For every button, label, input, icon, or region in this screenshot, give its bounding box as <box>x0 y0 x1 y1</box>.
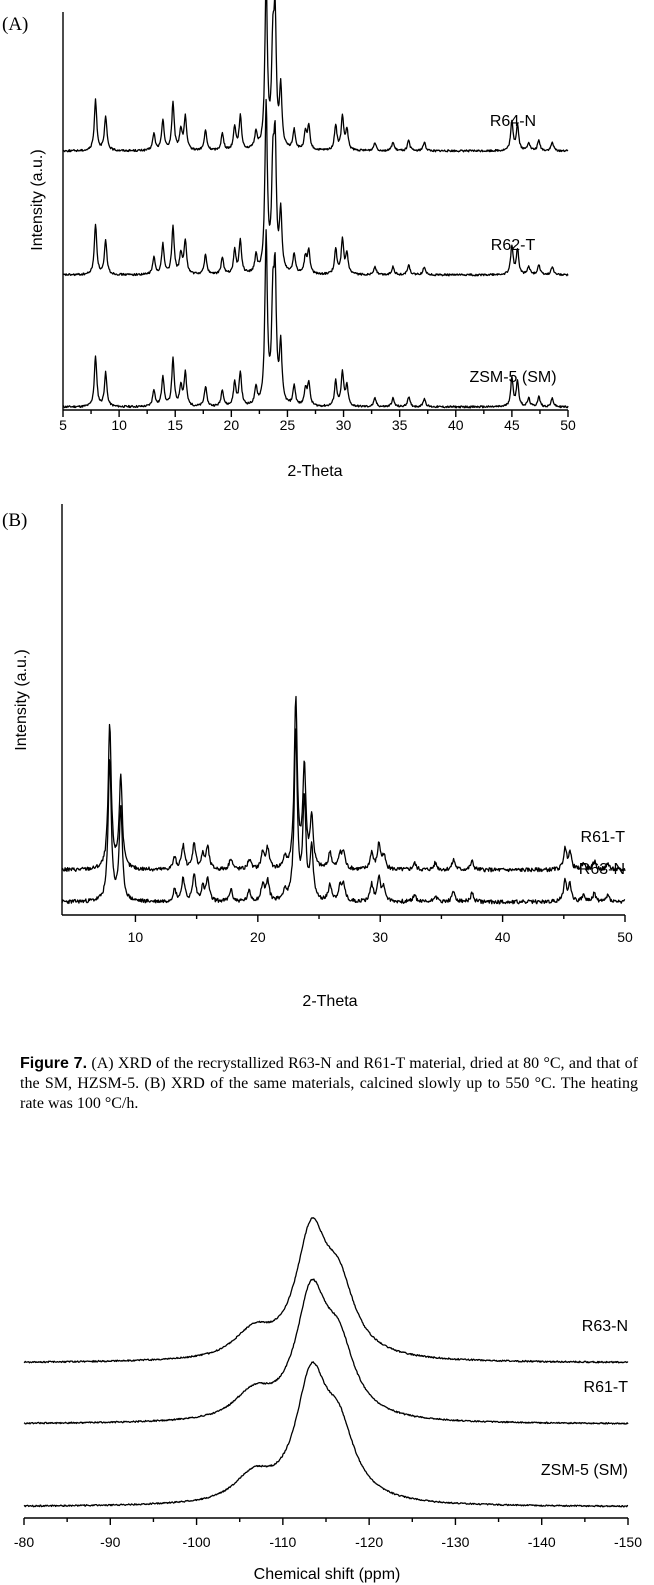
y-axis-label: Intensity (a.u.) <box>29 149 46 250</box>
figure-label: Figure 7. <box>20 1055 88 1072</box>
x-tick-label: 20 <box>224 417 240 433</box>
series-label: ZSM-5 (SM) <box>541 1462 628 1479</box>
x-tick-label: 35 <box>392 417 408 433</box>
x-tick-label: 5 <box>59 417 67 433</box>
x-tick-label: 10 <box>111 417 127 433</box>
x-tick-label: 30 <box>372 929 388 945</box>
series-label: R63-N <box>579 861 625 878</box>
figure-caption: Figure 7. (A) XRD of the recrystallized … <box>20 1054 638 1114</box>
x-tick-label: -100 <box>183 1534 211 1550</box>
traces <box>62 0 569 409</box>
series-label: R61-T <box>581 829 626 846</box>
x-tick-label: 15 <box>167 417 183 433</box>
series-trace <box>23 1278 629 1425</box>
axes <box>62 12 568 411</box>
x-tick-label: -150 <box>614 1534 642 1550</box>
series-label: R64-N <box>490 113 536 130</box>
x-tick-label: 50 <box>617 929 633 945</box>
x-tick-label: -80 <box>14 1534 34 1550</box>
series-label: R61-T <box>584 1379 629 1396</box>
series-trace <box>62 98 569 277</box>
x-tick-label: -130 <box>441 1534 469 1550</box>
x-tick-label: -120 <box>355 1534 383 1550</box>
series-labels: ZSM-5 (SM) R61-T R63-N <box>541 1318 628 1479</box>
series-trace <box>23 1217 629 1364</box>
traces <box>61 695 626 905</box>
x-tick-label: 45 <box>504 417 520 433</box>
series-label: R63-N <box>582 1318 628 1335</box>
x-tick-label: 50 <box>560 417 576 433</box>
x-tick-label: 30 <box>336 417 352 433</box>
x-axis-label: Chemical shift (ppm) <box>254 1566 401 1583</box>
panel-label: (B) <box>2 510 27 531</box>
x-tick-label: -140 <box>528 1534 556 1550</box>
series-trace <box>62 0 569 153</box>
xrd-chart-b: (B) Intensity (a.u.) 2-Theta 10 20 30 40 50 … <box>2 504 633 1010</box>
panel-label: (A) <box>2 14 28 35</box>
series-labels: ZSM-5 (SM) R62-T R64-N <box>469 113 556 386</box>
series-trace <box>23 1361 629 1508</box>
series-labels: R63-N R61-T <box>579 829 625 878</box>
xrd-chart-a: (A) Intensity (a.u.) 2-Theta 5 10 15 20 25 30… <box>2 0 576 480</box>
traces <box>23 1217 629 1508</box>
x-ticks: 10 20 30 40 50 <box>128 915 633 945</box>
x-tick-label: -90 <box>100 1534 120 1550</box>
x-tick-label: 20 <box>250 929 266 945</box>
series-trace <box>61 728 626 905</box>
x-axis-label: 2-Theta <box>302 993 357 1010</box>
series-label: R62-T <box>491 237 536 254</box>
series-label: ZSM-5 (SM) <box>469 369 556 386</box>
x-axis-label: 2-Theta <box>287 463 342 480</box>
series-trace <box>61 695 626 873</box>
series-trace <box>62 229 569 409</box>
caption-text: (A) XRD of the recrystallized R63-N and … <box>20 1055 638 1112</box>
axes <box>61 504 625 916</box>
x-tick-label: 40 <box>495 929 511 945</box>
x-tick-label: -110 <box>269 1534 296 1550</box>
x-ticks: 5 10 15 20 25 30 35 40 45 50 <box>59 410 576 433</box>
x-ticks: -80 -90 -100 -110 -120 -130 -140 -150 <box>14 1518 642 1550</box>
nmr-chart: Chemical shift (ppm) -80 -90 -100 -110 -120-… <box>14 1217 642 1583</box>
x-tick-label: 25 <box>280 417 296 433</box>
x-tick-label: 10 <box>128 929 144 945</box>
y-axis-label: Intensity (a.u.) <box>13 649 30 750</box>
x-tick-label: 40 <box>448 417 464 433</box>
